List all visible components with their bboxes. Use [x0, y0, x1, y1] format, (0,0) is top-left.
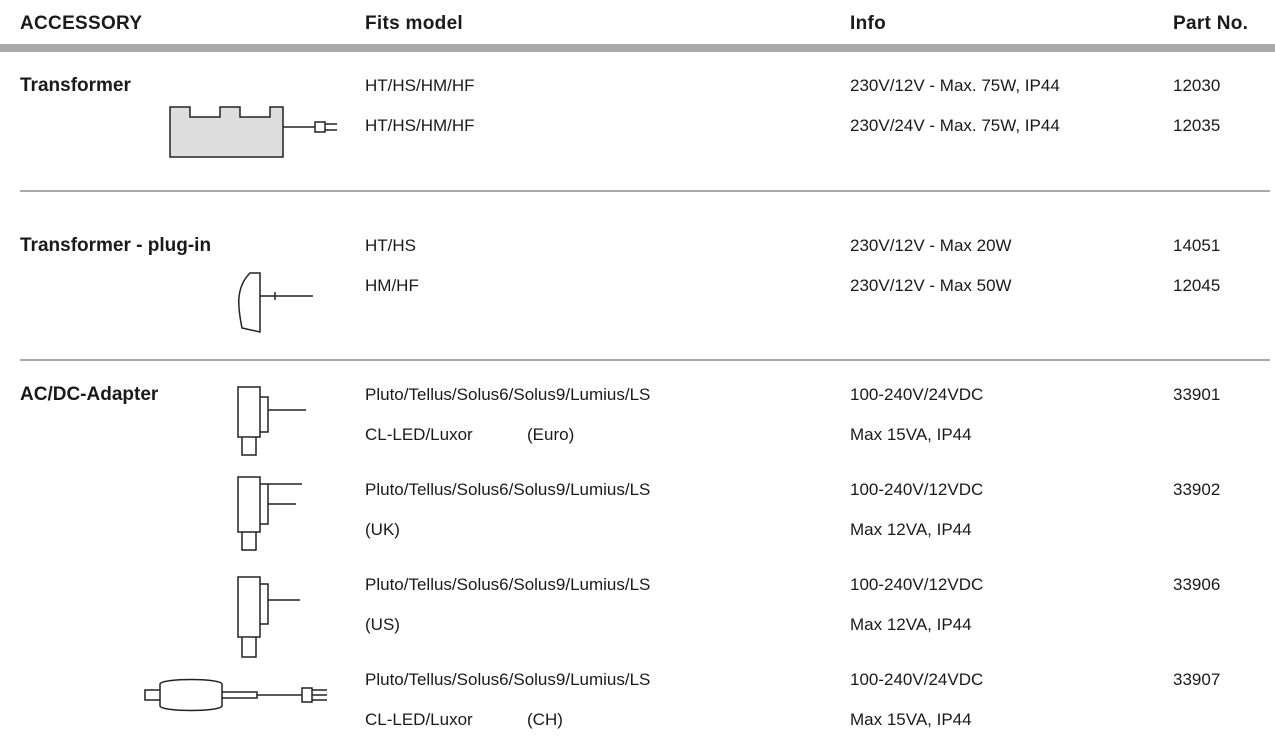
part-number: 33901	[1173, 385, 1221, 404]
transformer-icon	[169, 106, 337, 158]
column-header: Part No.	[1173, 13, 1249, 34]
model: Pluto/Tellus/Solus6/Solus9/Lumius/LS	[365, 385, 651, 404]
model: Pluto/Tellus/Solus6/Solus9/Lumius/LS	[365, 670, 651, 689]
model: HT/HS/HM/HF	[365, 76, 475, 95]
section-name: Transformer - plug-in	[20, 235, 212, 256]
model: HT/HS/HM/HF	[365, 116, 475, 135]
info: 100-240V/24VDC	[850, 670, 984, 689]
model: Pluto/Tellus/Solus6/Solus9/Lumius/LS	[365, 575, 651, 594]
info: 230V/12V - Max. 75W, IP44	[850, 76, 1060, 95]
part-number: 12045	[1173, 276, 1221, 295]
region: (Euro)	[527, 425, 575, 444]
column-header: ACCESSORY	[20, 13, 143, 34]
section-name: Transformer	[20, 75, 131, 96]
part-number: 33906	[1173, 575, 1221, 594]
model: CL-LED/Luxor	[365, 425, 473, 444]
region: (CH)	[527, 710, 563, 729]
part-number: 33902	[1173, 480, 1221, 499]
model: Pluto/Tellus/Solus6/Solus9/Lumius/LS	[365, 480, 651, 499]
section-rule	[20, 359, 1270, 361]
info: Max 12VA, IP44	[850, 615, 972, 634]
model: HM/HF	[365, 276, 419, 295]
info: Max 12VA, IP44	[850, 520, 972, 539]
region: (UK)	[365, 520, 400, 539]
adapter-icon	[237, 386, 306, 456]
part-number: 14051	[1173, 236, 1221, 255]
info: 230V/24V - Max. 75W, IP44	[850, 116, 1060, 135]
header-rule	[0, 44, 1275, 52]
info: 100-240V/24VDC	[850, 385, 984, 404]
section-rule	[20, 190, 1270, 192]
part-number: 33907	[1173, 670, 1221, 689]
info: 230V/12V - Max 50W	[850, 276, 1012, 295]
model: CL-LED/Luxor	[365, 710, 473, 729]
section-name: AC/DC-Adapter	[20, 384, 159, 405]
info: 100-240V/12VDC	[850, 480, 984, 499]
part-number: 12030	[1173, 76, 1221, 95]
adapter-icon	[237, 476, 302, 551]
column-header: Fits model	[365, 13, 464, 34]
adapter-icon	[237, 576, 300, 658]
info: Max 15VA, IP44	[850, 710, 972, 729]
adapter-icon	[144, 678, 327, 712]
region: (US)	[365, 615, 400, 634]
info: 100-240V/12VDC	[850, 575, 984, 594]
info: 230V/12V - Max 20W	[850, 236, 1012, 255]
model: HT/HS	[365, 236, 416, 255]
part-number: 12035	[1173, 116, 1221, 135]
info: Max 15VA, IP44	[850, 425, 972, 444]
column-header: Info	[850, 13, 887, 34]
plugin-icon	[238, 272, 313, 333]
